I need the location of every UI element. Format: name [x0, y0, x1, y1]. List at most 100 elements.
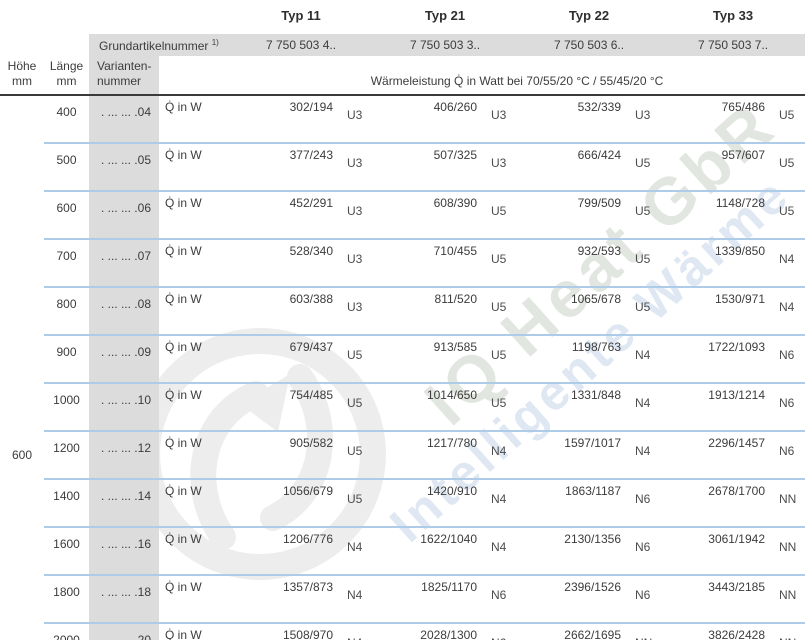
- typ22-heat-output: 666/424: [517, 142, 622, 191]
- typ11-delivery-code: U3: [347, 108, 363, 122]
- varianten-nummer: . ... ... .16: [89, 526, 159, 575]
- grundartikelnummer-typ22: 7 750 503 6..: [517, 34, 662, 56]
- laenge-value: 700: [44, 238, 89, 287]
- typ22-heat-output: 532/339: [577, 100, 622, 114]
- typ33-heat-output: 3061/1942: [661, 526, 766, 575]
- typ33-heat-output: 1913/1214: [661, 382, 766, 431]
- typ33-heat-output: 2296/1457: [661, 430, 766, 479]
- laenge-value: 1800: [44, 574, 89, 623]
- laenge-value: 1600: [44, 526, 89, 575]
- typ33-delivery-code: N6: [765, 382, 805, 431]
- typ22-delivery-code: N4: [621, 334, 662, 383]
- grundartikelnummer-label: Grundartikelnummer 1): [89, 34, 229, 56]
- laenge-value: 500: [44, 142, 89, 191]
- varianten-nummer: . ... ... .08: [89, 286, 159, 335]
- q-in-w-label: Q̇ in W: [165, 100, 202, 114]
- table-body: 600 400. ... ... .04 Q̇ in W 302/194 U3 406/2…: [0, 95, 805, 640]
- typ22-heat-output: 1863/1187: [517, 478, 622, 527]
- sub-header-row: Höhe mm Länge mm Varianten-nummer Wärmelei…: [0, 56, 805, 96]
- typ33-heat-output: 1722/1093: [661, 334, 766, 383]
- typ21-heat-output: 1420/910: [373, 478, 478, 527]
- laenge-value: 900: [44, 334, 89, 383]
- grund-row-spacer: [0, 34, 89, 56]
- grundartikelnummer-typ11: 7 750 503 4..: [229, 34, 374, 56]
- varianten-nummer: . ... ... .05: [89, 142, 159, 191]
- typ11-delivery-code: U5: [333, 334, 374, 383]
- waermeleistung-header: Wärmeleistung Q̇ in Watt bei 70/55/20 °C…: [229, 56, 805, 96]
- typ22-delivery-code: U5: [621, 142, 662, 191]
- table-row: 900. ... ... .09 Q̇ in W 679/437 U5 913/585 U…: [0, 334, 805, 383]
- typ22-delivery-code: U3: [635, 108, 651, 122]
- typ33-heat-output: 1339/850: [661, 238, 766, 287]
- sub-header-spacer: [159, 56, 229, 96]
- varianten-nummer: . ... ... .10: [89, 382, 159, 431]
- typ11-heat-output: 1056/679: [229, 478, 333, 527]
- typ33-heat-output: 1530/971: [661, 286, 766, 335]
- typ11-heat-output: 377/243: [229, 142, 333, 191]
- col-header-typ22: Typ 22: [568, 7, 610, 23]
- typ11-heat-output: 1206/776: [229, 526, 333, 575]
- typ21-heat-output: 507/325: [373, 142, 478, 191]
- table-row: 1600. ... ... .16 Q̇ in W 1206/776 N4 1622/1…: [0, 526, 805, 575]
- typ33-delivery-code: U5: [765, 142, 805, 191]
- typ22-heat-output: 932/593: [517, 238, 622, 287]
- typ22-delivery-code: N6: [621, 478, 662, 527]
- typ11-heat-output: 905/582: [229, 430, 333, 479]
- q-in-w-label: Q̇ in W: [159, 190, 229, 239]
- typ33-delivery-code: NN: [765, 526, 805, 575]
- typ11-delivery-code: U3: [333, 142, 374, 191]
- laenge-value: 400: [56, 105, 77, 119]
- typ33-delivery-code: U5: [765, 190, 805, 239]
- q-in-w-label: Q̇ in W: [159, 238, 229, 287]
- typ11-heat-output: 1357/873: [229, 574, 333, 623]
- typ11-heat-output: 1508/970: [229, 622, 333, 640]
- laenge-value: 600: [44, 190, 89, 239]
- typ11-heat-output: 452/291: [229, 190, 333, 239]
- typ11-delivery-code: N4: [333, 622, 374, 640]
- laenge-value: 2000: [44, 622, 89, 640]
- grundartikelnummer-row: Grundartikelnummer 1) 7 750 503 4.. 7 75…: [0, 34, 805, 56]
- table-row: 1000. ... ... .10 Q̇ in W 754/485 U5 1014/65…: [0, 382, 805, 431]
- typ21-delivery-code: U5: [477, 238, 518, 287]
- typ21-delivery-code: U5: [477, 334, 518, 383]
- typ33-heat-output: 3826/2428: [661, 622, 766, 640]
- typ21-delivery-code: U5: [477, 286, 518, 335]
- typ22-heat-output: 2130/1356: [517, 526, 622, 575]
- typ33-heat-output: 1148/728: [661, 190, 766, 239]
- table-row: 1200. ... ... .12 Q̇ in W 905/582 U5 1217/78…: [0, 430, 805, 479]
- typ21-delivery-code: N6: [477, 574, 518, 623]
- typ22-heat-output: 1198/763: [517, 334, 622, 383]
- typ11-heat-output: 603/388: [229, 286, 333, 335]
- typ33-delivery-code: N4: [765, 286, 805, 335]
- typ21-delivery-code: N4: [477, 430, 518, 479]
- typ11-delivery-code: U3: [333, 190, 374, 239]
- table-row: 700. ... ... .07 Q̇ in W 528/340 U3 710/455 U…: [0, 238, 805, 287]
- q-in-w-label: Q̇ in W: [159, 142, 229, 191]
- col-header-typ33: Typ 33: [712, 7, 754, 23]
- typ33-delivery-code: N4: [765, 238, 805, 287]
- varianten-nummer: . ... ... .06: [89, 190, 159, 239]
- laenge-value: 1400: [44, 478, 89, 527]
- col-header-typ21: Typ 21: [424, 7, 466, 23]
- laenge-value: 800: [44, 286, 89, 335]
- typ11-delivery-code: U5: [333, 382, 374, 431]
- typ33-delivery-code: NN: [765, 622, 805, 640]
- typ-header-row: Typ 11 Typ 21 Typ 22 Typ 33: [0, 0, 805, 34]
- typ22-heat-output: 2396/1526: [517, 574, 622, 623]
- typ11-heat-output: 528/340: [229, 238, 333, 287]
- varianten-nummer: . ... ... .04: [89, 95, 159, 143]
- typ21-heat-output: 913/585: [373, 334, 478, 383]
- typ33-heat-output: 3443/2185: [661, 574, 766, 623]
- typ11-delivery-code: U5: [333, 430, 374, 479]
- typ21-heat-output: 608/390: [373, 190, 478, 239]
- typ22-heat-output: 1597/1017: [517, 430, 622, 479]
- grundartikelnummer-typ21: 7 750 503 3..: [373, 34, 518, 56]
- typ22-delivery-code: N4: [621, 430, 662, 479]
- typ21-delivery-code: U3: [491, 108, 507, 122]
- laenge-column-header: Länge mm: [44, 56, 89, 96]
- typ21-heat-output: 1825/1170: [373, 574, 478, 623]
- table-row: 600 400. ... ... .04 Q̇ in W 302/194 U3 406/2…: [0, 95, 805, 462]
- q-in-w-label: Q̇ in W: [159, 286, 229, 335]
- grundartikelnummer-typ33: 7 750 503 7..: [661, 34, 805, 56]
